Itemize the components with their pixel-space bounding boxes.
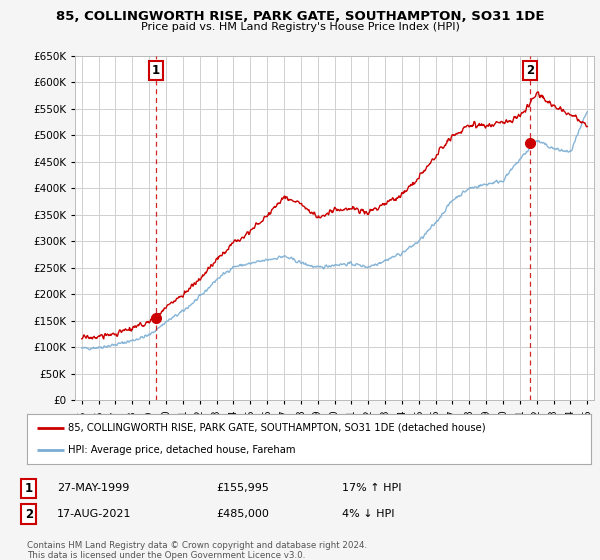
Text: 2: 2 [526,64,535,77]
Text: 85, COLLINGWORTH RISE, PARK GATE, SOUTHAMPTON, SO31 1DE (detached house): 85, COLLINGWORTH RISE, PARK GATE, SOUTHA… [68,423,485,433]
Text: £485,000: £485,000 [216,509,269,519]
Text: Price paid vs. HM Land Registry's House Price Index (HPI): Price paid vs. HM Land Registry's House … [140,22,460,32]
Text: 1: 1 [151,64,160,77]
Text: 85, COLLINGWORTH RISE, PARK GATE, SOUTHAMPTON, SO31 1DE: 85, COLLINGWORTH RISE, PARK GATE, SOUTHA… [56,10,544,23]
Text: HPI: Average price, detached house, Fareham: HPI: Average price, detached house, Fare… [68,445,295,455]
Text: Contains HM Land Registry data © Crown copyright and database right 2024.
This d: Contains HM Land Registry data © Crown c… [27,541,367,560]
Text: 2: 2 [25,507,33,521]
Text: 4% ↓ HPI: 4% ↓ HPI [342,509,395,519]
Text: 17% ↑ HPI: 17% ↑ HPI [342,483,401,493]
Text: 17-AUG-2021: 17-AUG-2021 [57,509,131,519]
Text: 27-MAY-1999: 27-MAY-1999 [57,483,130,493]
Text: £155,995: £155,995 [216,483,269,493]
Text: 1: 1 [25,482,33,495]
